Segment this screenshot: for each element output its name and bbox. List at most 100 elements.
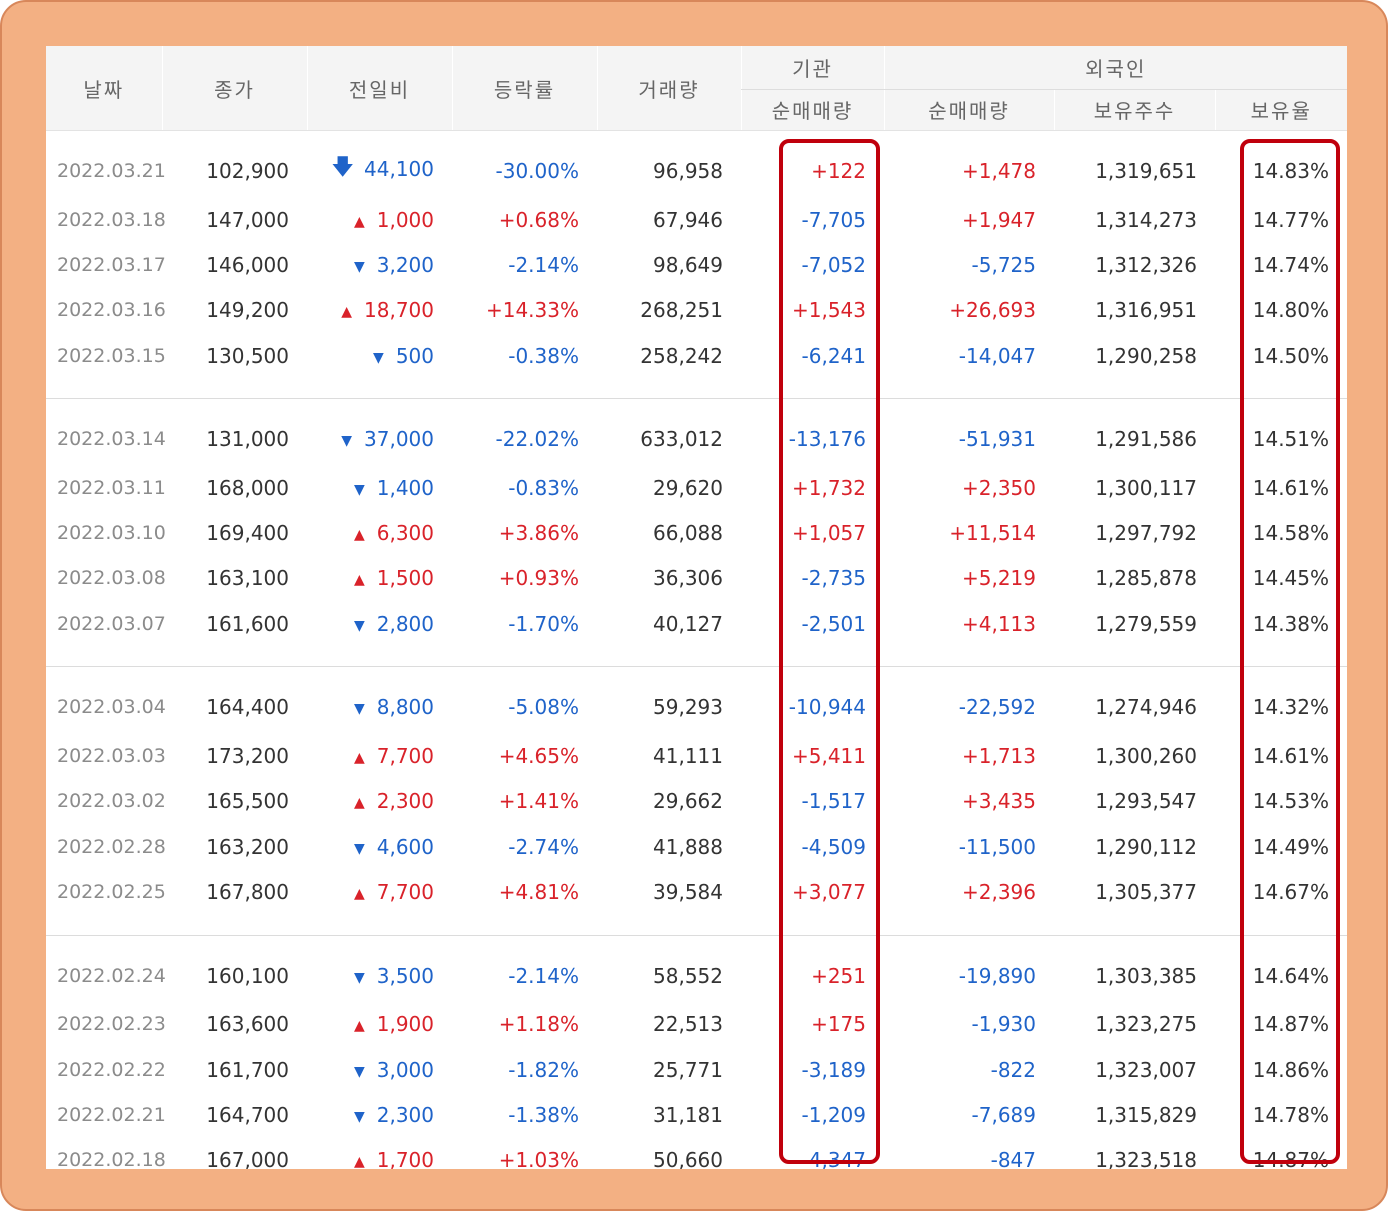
ratio-highlight-box [1240, 139, 1340, 1164]
cell-foreign-net: +3,435 [961, 789, 1036, 814]
cell-change: ▲ 18,700 [307, 288, 452, 333]
table-row: 2022.02.22 161,700 ▼ 3,000 -1.82% 25,771 -3,18… [46, 1047, 1347, 1092]
down-triangle-icon: ▼ [353, 258, 365, 275]
down-triangle-icon: ▼ [341, 433, 353, 450]
cell-date: 2022.03.17 [57, 253, 166, 276]
cell-foreign-net: +1,947 [961, 207, 1036, 232]
cell-foreign-shares: 1,312,326 [1095, 252, 1197, 277]
cell-close: 102,900 [206, 159, 289, 183]
divider-cell [46, 378, 1347, 400]
cell-foreign-shares: 1,319,651 [1095, 159, 1197, 183]
group-divider [46, 378, 1347, 400]
cell-change: ▼ 3,200 [307, 242, 452, 287]
cell-foreign-net: +11,514 [949, 521, 1036, 546]
cell-foreign-shares: 1,323,518 [1095, 1148, 1197, 1169]
change-value: 37,000 [364, 427, 434, 452]
cell-close: 149,200 [206, 298, 289, 323]
change-value: 6,300 [376, 521, 434, 546]
cell-change: ▲ 2,300 [307, 779, 452, 824]
table-row: 2022.03.08 163,100 ▲ 1,500 +0.93% 36,306 -2,73… [46, 556, 1347, 601]
cell-foreign-ratio: 14.49% [1252, 834, 1330, 859]
cell-change: ▼ 1,400 [307, 465, 452, 510]
cell-close: 163,200 [206, 834, 289, 859]
up-triangle-icon: ▲ [353, 572, 365, 589]
cell-inst-net: -13,176 [788, 427, 866, 452]
change-value: 18,700 [364, 298, 434, 323]
table-row: 2022.02.25 167,800 ▲ 7,700 +4.81% 39,584 +3,07… [46, 869, 1347, 914]
cell-inst-net: +175 [811, 1012, 866, 1037]
header-volume: 거래량 [596, 46, 741, 131]
cell-rate: +1.41% [498, 789, 579, 814]
table-row: 2022.03.10 169,400 ▲ 6,300 +3.86% 66,088 +1,05… [46, 510, 1347, 555]
table-row: 2022.03.07 161,600 ▼ 2,800 -1.70% 40,127 -2,50… [46, 601, 1347, 646]
table-row: 2022.03.04 164,400 ▼ 8,800 -5.08% 59,293 -10,9… [46, 667, 1347, 734]
cell-rate: -1.82% [508, 1057, 579, 1082]
cell-volume: 96,958 [653, 159, 723, 183]
cell-volume: 67,946 [653, 207, 723, 232]
cell-close: 167,000 [206, 1148, 289, 1169]
change-value: 2,300 [376, 1102, 434, 1127]
change-value: 1,500 [376, 566, 434, 591]
cell-date: 2022.03.18 [57, 208, 166, 231]
cell-date: 2022.03.11 [57, 476, 166, 499]
cell-volume: 25,771 [653, 1057, 723, 1082]
cell-foreign-shares: 1,303,385 [1095, 963, 1197, 988]
cell-volume: 41,888 [653, 834, 723, 859]
up-triangle-icon: ▲ [353, 527, 365, 544]
cell-foreign-ratio: 14.83% [1252, 159, 1330, 183]
cell-inst-net: +122 [811, 159, 866, 183]
table-row: 2022.03.15 130,500 ▼ 500 -0.38% 258,242 -6,241… [46, 333, 1347, 378]
cell-close: 173,200 [206, 744, 289, 769]
cell-date: 2022.03.14 [57, 428, 166, 451]
cell-foreign-ratio: 14.77% [1252, 207, 1330, 232]
change-value: 8,800 [376, 695, 434, 720]
cell-foreign-net: -7,689 [971, 1102, 1036, 1127]
cell-change: ▼ 3,500 [307, 935, 452, 1002]
change-value: 4,600 [376, 834, 434, 859]
table-row: 2022.02.24 160,100 ▼ 3,500 -2.14% 58,552 +251 -… [46, 935, 1347, 1002]
cell-inst-net: -10,944 [788, 695, 866, 720]
cell-date: 2022.02.22 [57, 1058, 166, 1081]
cell-foreign-shares: 1,290,112 [1095, 834, 1197, 859]
cell-foreign-net: -11,500 [958, 834, 1036, 859]
cell-change: ▲ 1,000 [307, 197, 452, 242]
cell-rate: +3.86% [498, 521, 579, 546]
cell-volume: 22,513 [653, 1012, 723, 1037]
table-row: 2022.02.23 163,600 ▲ 1,900 +1.18% 22,513 +175 -… [46, 1002, 1347, 1047]
group-divider [46, 914, 1347, 936]
cell-foreign-net: +1,713 [961, 744, 1036, 769]
cell-rate: -30.00% [495, 159, 579, 183]
cell-close: 164,700 [206, 1102, 289, 1127]
header-foreign-net: 순매매량 [883, 89, 1054, 131]
cell-foreign-net: +1,478 [961, 159, 1036, 183]
cell-change: ▼ 2,300 [307, 1092, 452, 1137]
cell-foreign-net: +2,396 [961, 879, 1036, 904]
down-triangle-icon: ▼ [353, 969, 365, 986]
cell-date: 2022.03.16 [57, 299, 166, 322]
cell-date: 2022.02.21 [57, 1103, 166, 1126]
cell-close: 161,700 [206, 1057, 289, 1082]
cell-change: ▲ 1,500 [307, 556, 452, 601]
cell-foreign-shares: 1,279,559 [1095, 611, 1197, 636]
down-triangle-icon: ▼ [353, 1063, 365, 1080]
cell-rate: -0.83% [508, 475, 579, 500]
cell-foreign-ratio: 14.58% [1252, 521, 1330, 546]
cell-foreign-shares: 1,300,260 [1095, 744, 1197, 769]
down-triangle-icon: ▼ [353, 1108, 365, 1125]
cell-foreign-shares: 1,285,878 [1095, 566, 1197, 591]
header-close: 종가 [161, 46, 307, 131]
cell-change: ▲ 1,900 [307, 1002, 452, 1047]
change-value: 2,800 [376, 611, 434, 636]
cell-change: ▼ 500 [307, 333, 452, 378]
cell-foreign-shares: 1,300,117 [1095, 475, 1197, 500]
cell-change: ▼ 4,600 [307, 824, 452, 869]
cell-foreign-ratio: 14.38% [1252, 611, 1330, 636]
cell-foreign-shares: 1,316,951 [1095, 298, 1197, 323]
cell-foreign-ratio: 14.87% [1252, 1012, 1330, 1037]
header-foreign-shares: 보유주수 [1053, 89, 1215, 131]
cell-volume: 36,306 [653, 566, 723, 591]
cell-inst-net: +1,543 [791, 298, 866, 323]
cell-foreign-ratio: 14.61% [1252, 475, 1330, 500]
stock-trading-panel: 날짜 종가 전일비 등락률 거래량 기관 외국인 순매매량 순매매량 보유주수 … [46, 46, 1347, 1169]
